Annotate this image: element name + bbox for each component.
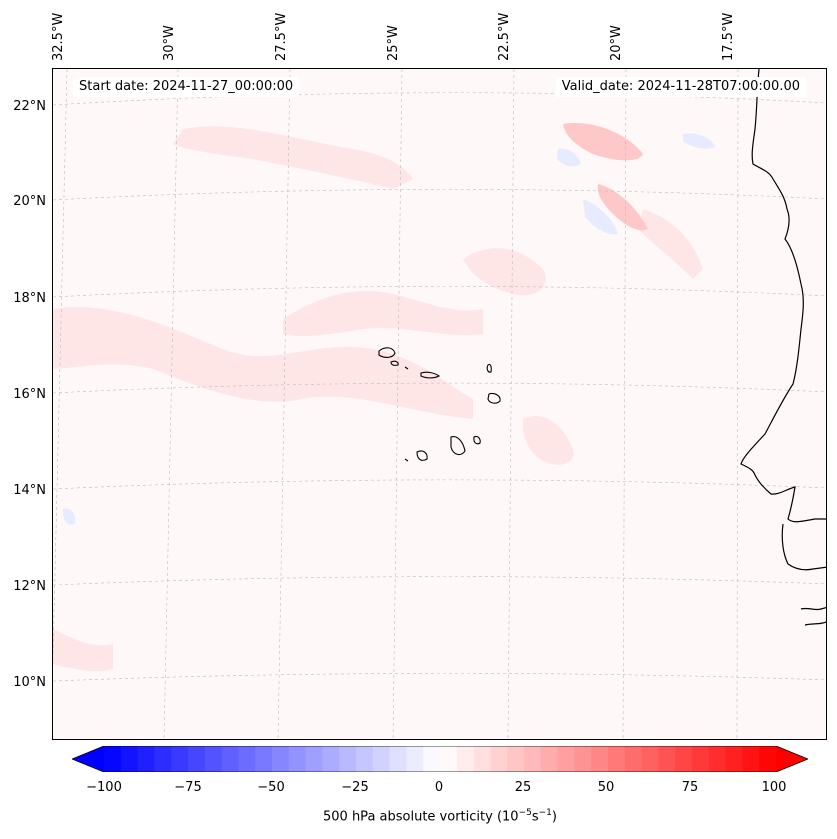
colorbar-level — [725, 746, 743, 772]
cape-verde-islands — [378, 347, 501, 462]
colorbar-level — [322, 746, 340, 772]
lat-label: 14°N — [13, 483, 46, 498]
colorbar-level — [473, 746, 491, 772]
colorbar-level — [692, 746, 710, 772]
vorticity-positive-core — [563, 123, 648, 231]
colorbar-level — [104, 746, 122, 772]
colorbar-level — [641, 746, 659, 772]
colorbar-extend-max — [776, 746, 808, 772]
lon-label: 22.5°W — [497, 12, 512, 61]
lon-label: 17.5°W — [721, 12, 736, 61]
map-area[interactable]: Start date: 2024-11-27_00:00:00 Valid_da… — [52, 68, 827, 740]
colorbar-level — [255, 746, 273, 772]
colorbar-level — [591, 746, 609, 772]
colorbar-level — [507, 746, 525, 772]
colorbar-tick: 25 — [514, 780, 532, 795]
lon-label: 27.5°W — [274, 12, 289, 61]
colorbar — [72, 746, 808, 772]
colorbar-tick: 0 — [434, 780, 444, 795]
colorbar-label-prefix: 500 hPa absolute vorticity (10 — [323, 809, 519, 825]
valid-date: Valid_date: 2024-11-28T07:00:00.00 — [555, 77, 806, 97]
lat-label: 22°N — [13, 99, 46, 114]
start-date: Start date: 2024-11-27_00:00:00 — [73, 77, 300, 97]
colorbar-level — [658, 746, 676, 772]
vorticity-negative — [62, 133, 715, 525]
colorbar-level — [356, 746, 374, 772]
colorbar-level — [272, 746, 290, 772]
colorbar-level — [171, 746, 189, 772]
african-coastline — [740, 69, 826, 626]
colorbar-tick: −50 — [257, 780, 285, 795]
colorbar-label: 500 hPa absolute vorticity (10−5s−1) — [0, 808, 837, 824]
colorbar-level — [742, 746, 760, 772]
lat-label: 10°N — [13, 675, 46, 690]
colorbar-label-unit: s — [531, 809, 539, 825]
lon-label: 25°W — [386, 25, 401, 61]
colorbar-label-suffix: ) — [551, 809, 557, 825]
colorbar-level — [154, 746, 172, 772]
colorbar-level — [288, 746, 307, 772]
colorbar-level — [759, 746, 777, 772]
colorbar-level — [137, 746, 155, 772]
lat-label: 20°N — [13, 194, 46, 209]
vorticity-shading — [53, 126, 703, 672]
graticule — [53, 69, 826, 739]
colorbar-level — [188, 746, 206, 772]
colorbar-tick: 75 — [681, 780, 699, 795]
colorbar-level — [389, 746, 407, 772]
colorbar-tick: −75 — [174, 780, 202, 795]
colorbar-level — [221, 746, 239, 772]
colorbar-level — [708, 746, 727, 772]
colorbar-level — [456, 746, 475, 772]
colorbar-level — [406, 746, 424, 772]
vorticity-field — [53, 69, 826, 739]
colorbar-extend-min — [72, 746, 104, 772]
colorbar-tick: −25 — [341, 780, 369, 795]
colorbar-label-exponent: −5 — [518, 808, 532, 818]
colorbar-level — [204, 746, 223, 772]
lon-label: 20°W — [609, 25, 624, 61]
colorbar-tick: 100 — [761, 780, 787, 795]
lat-label: 16°N — [13, 387, 46, 402]
colorbar-level — [423, 746, 441, 772]
colorbar-level — [557, 746, 575, 772]
colorbar-level — [490, 746, 508, 772]
colorbar-level — [372, 746, 391, 772]
colorbar-level — [238, 746, 256, 772]
lat-label: 12°N — [13, 579, 46, 594]
colorbar-level — [540, 746, 559, 772]
colorbar-level — [305, 746, 323, 772]
colorbar-level — [608, 746, 626, 772]
lon-label: 32.5°W — [51, 12, 66, 61]
colorbar-level — [574, 746, 592, 772]
colorbar-level — [339, 746, 357, 772]
colorbar-tick: 50 — [597, 780, 615, 795]
colorbar-level — [440, 746, 458, 772]
lon-label: 30°W — [162, 25, 177, 61]
colorbar-level — [624, 746, 643, 772]
colorbar-tick: −100 — [86, 780, 122, 795]
colorbar-level — [675, 746, 693, 772]
colorbar-level — [524, 746, 542, 772]
colorbar-label-exponent: −1 — [538, 808, 552, 818]
lat-label: 18°N — [13, 291, 46, 306]
colorbar-level — [120, 746, 139, 772]
